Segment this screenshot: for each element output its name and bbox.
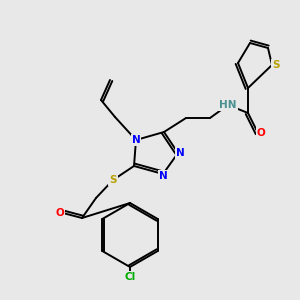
Text: Cl: Cl [124,272,136,282]
Text: S: S [272,60,280,70]
Text: N: N [159,171,167,181]
Text: O: O [256,128,266,138]
Text: S: S [109,175,117,185]
Text: N: N [132,135,140,145]
Text: O: O [56,208,64,218]
Text: HN: HN [219,100,237,110]
Text: N: N [176,148,184,158]
